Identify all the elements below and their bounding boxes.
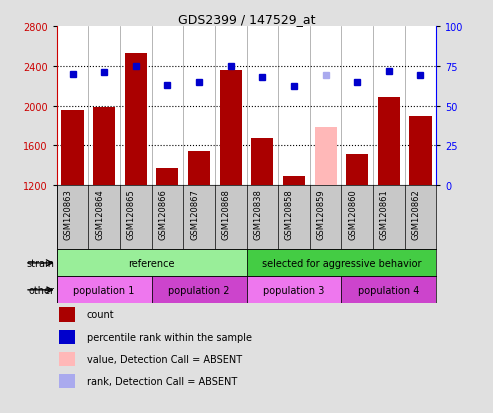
- Bar: [283, 177, 305, 186]
- Text: GSM120838: GSM120838: [253, 189, 262, 240]
- Bar: [57, 250, 246, 277]
- Text: percentile rank within the sample: percentile rank within the sample: [87, 332, 252, 342]
- Bar: [57, 277, 152, 304]
- Bar: [246, 277, 341, 304]
- Bar: [246, 250, 436, 277]
- Text: count: count: [87, 310, 114, 320]
- Bar: [59, 330, 75, 344]
- Bar: [251, 139, 274, 186]
- Bar: [341, 277, 436, 304]
- Text: GSM120866: GSM120866: [158, 189, 168, 240]
- Text: population 1: population 1: [73, 285, 135, 295]
- Text: GSM120867: GSM120867: [190, 189, 199, 240]
- Text: value, Detection Call = ABSENT: value, Detection Call = ABSENT: [87, 354, 242, 364]
- Text: GSM120860: GSM120860: [348, 189, 357, 240]
- Bar: [378, 97, 400, 186]
- Bar: [59, 374, 75, 388]
- Text: GSM120864: GSM120864: [95, 189, 104, 240]
- Text: GSM120859: GSM120859: [317, 189, 325, 240]
- Bar: [59, 352, 75, 366]
- Text: strain: strain: [26, 258, 54, 268]
- Bar: [315, 127, 337, 186]
- Bar: [219, 71, 242, 186]
- Text: selected for aggressive behavior: selected for aggressive behavior: [262, 258, 421, 268]
- Text: population 3: population 3: [263, 285, 324, 295]
- Text: other: other: [28, 285, 54, 295]
- Text: GSM120863: GSM120863: [64, 189, 72, 240]
- Bar: [152, 277, 246, 304]
- Text: GSM120858: GSM120858: [285, 189, 294, 240]
- Title: GDS2399 / 147529_at: GDS2399 / 147529_at: [178, 13, 315, 26]
- Bar: [125, 54, 147, 186]
- Bar: [62, 110, 84, 186]
- Bar: [59, 308, 75, 322]
- Text: GSM120862: GSM120862: [412, 189, 421, 240]
- Text: reference: reference: [128, 258, 175, 268]
- Text: GSM120865: GSM120865: [127, 189, 136, 240]
- Text: population 4: population 4: [358, 285, 420, 295]
- Bar: [409, 116, 431, 186]
- Text: rank, Detection Call = ABSENT: rank, Detection Call = ABSENT: [87, 376, 237, 386]
- Text: GSM120868: GSM120868: [222, 189, 231, 240]
- Bar: [188, 152, 210, 186]
- Bar: [346, 155, 368, 186]
- Bar: [156, 169, 178, 186]
- Text: population 2: population 2: [168, 285, 230, 295]
- Bar: [93, 107, 115, 186]
- Text: GSM120861: GSM120861: [380, 189, 389, 240]
